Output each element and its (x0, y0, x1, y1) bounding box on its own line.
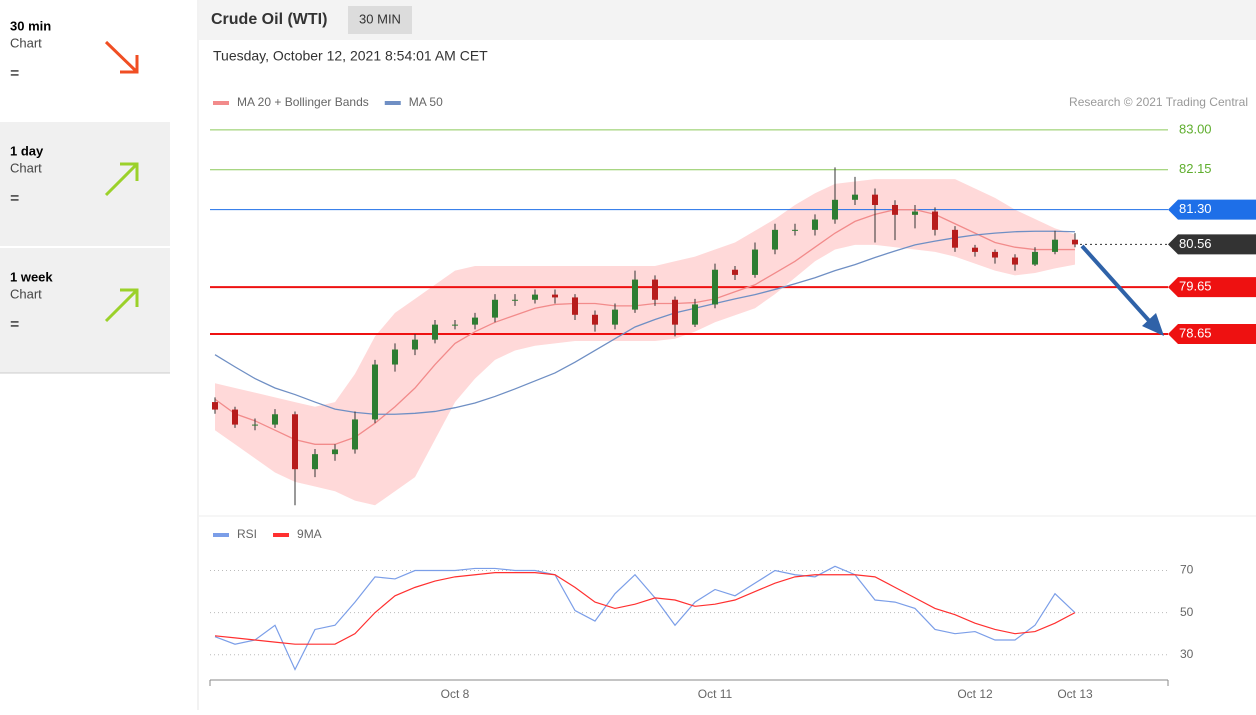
candle-body (432, 324, 438, 340)
y-tick-label: 50 (1180, 605, 1194, 619)
legend-label: RSI (237, 527, 257, 541)
candle-body (332, 449, 338, 455)
candle-body (252, 424, 258, 426)
candle-body (812, 219, 818, 230)
timestamp: Tuesday, October 12, 2021 8:54:01 AM CET (213, 48, 488, 64)
kind: Chart (10, 160, 42, 175)
period: 1 week (10, 269, 53, 284)
candle-body (312, 454, 318, 470)
level-label: 78.65 (1179, 325, 1212, 340)
x-tick-label: Oct 11 (698, 687, 733, 701)
x-tick-label: Oct 8 (441, 687, 470, 701)
candle-body (552, 294, 558, 298)
candle-body (512, 299, 518, 301)
level-tag (1168, 277, 1256, 298)
candle-body (472, 317, 478, 325)
kind: Chart (10, 286, 42, 301)
trend-arrow (104, 40, 139, 74)
candle-body (292, 414, 298, 470)
level-tag (1168, 234, 1256, 255)
candle-body (1012, 257, 1018, 265)
candle-body (692, 304, 698, 325)
x-tick-label: Oct 12 (957, 687, 993, 701)
period: 30 min (10, 18, 51, 33)
candle-body (832, 199, 838, 220)
candle-body (592, 314, 598, 325)
kind: Chart (10, 35, 42, 50)
candle-body (932, 211, 938, 230)
candle-body (992, 251, 998, 258)
candle-body (912, 211, 918, 215)
candle-body (732, 269, 738, 275)
level-label: 82.15 (1179, 161, 1212, 176)
status: = (10, 190, 19, 207)
candle-body (532, 294, 538, 300)
sidebar-item[interactable]: 1 day Chart = (10, 143, 139, 207)
ma-line (214, 209, 1075, 445)
credit: Research © 2021 Trading Central (1069, 95, 1248, 109)
candle-body (352, 419, 358, 450)
candle-body (892, 204, 898, 215)
candle-body (412, 339, 418, 350)
candle-body (1052, 239, 1058, 252)
level-label: 80.56 (1179, 236, 1212, 251)
candle-body (572, 297, 578, 315)
status: = (10, 65, 19, 82)
ma-line (214, 230, 1076, 415)
period: 1 day (10, 143, 44, 158)
candle-body (1072, 239, 1078, 245)
sidebar-item[interactable]: 30 min Chart = (10, 18, 139, 82)
level-tag (1168, 199, 1256, 220)
sidebar-row (0, 122, 170, 246)
candle-body (652, 279, 658, 300)
candle-body (672, 299, 678, 325)
candle-body (772, 229, 778, 250)
status: = (10, 316, 19, 333)
y-tick-label: 70 (1180, 563, 1194, 577)
level-label: 81.30 (1179, 201, 1212, 216)
level-label: 79.65 (1179, 279, 1212, 294)
forecast-arrow (1080, 244, 1164, 336)
candle-body (612, 309, 618, 325)
plot: 83.00 82.15 81.30 80.56 79.65 78.65 Oct 8 Oct 1… (209, 95, 1256, 701)
candle-body (452, 324, 458, 326)
candle-body (712, 269, 718, 305)
candle-body (852, 194, 858, 200)
trend-arrow (104, 162, 139, 197)
instrument-title: Crude Oil (WTI) (211, 11, 327, 28)
candle-body (632, 279, 638, 310)
sidebar-row (0, 248, 170, 373)
level-tag (1168, 324, 1256, 345)
interval: 30 MIN (359, 11, 401, 26)
legend-label: MA 20 + Bollinger Bands (237, 95, 369, 109)
trend-arrow (104, 288, 139, 323)
candle-body (392, 349, 398, 365)
candle-body (272, 414, 278, 425)
x-tick-label: Oct 13 (1057, 687, 1093, 701)
candle-body (1032, 251, 1038, 265)
candle-body (212, 402, 218, 410)
candle-body (372, 364, 378, 420)
sidebar-item[interactable]: 1 week Chart = (10, 269, 139, 333)
candle-body (492, 299, 498, 318)
legend-label: MA 50 (409, 95, 443, 109)
candle-body (752, 249, 758, 275)
candle-body (952, 229, 958, 248)
interval-badge[interactable] (348, 6, 412, 34)
legend-label: 9MA (297, 527, 322, 541)
candle-body (972, 247, 978, 252)
candle-body (232, 409, 238, 425)
rsi-line (214, 565, 1076, 671)
y-tick-label: 30 (1180, 647, 1194, 661)
candle-body (872, 194, 878, 205)
candle-body (792, 229, 798, 231)
rsi-line (214, 572, 1076, 645)
bollinger-band (215, 179, 1075, 506)
level-label: 83.00 (1179, 121, 1212, 136)
